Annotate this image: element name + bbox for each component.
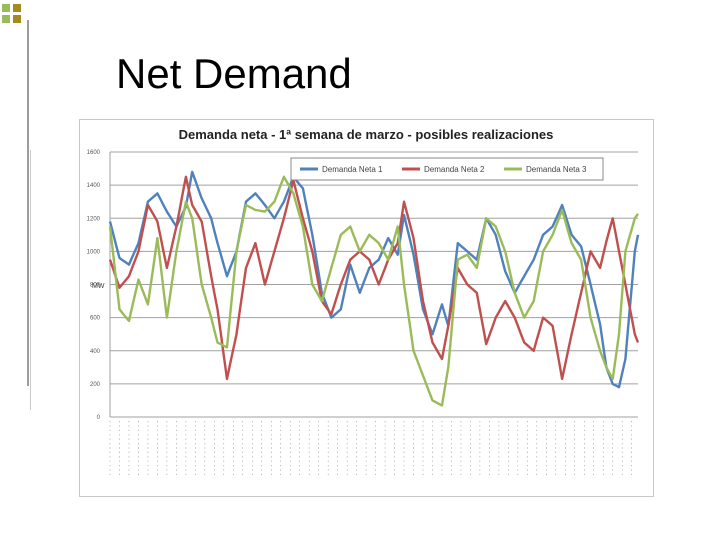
y-tick-label: 400: [90, 349, 101, 355]
x-axis-ticks: [109, 421, 632, 477]
chart-legend: Demanda Neta 1 Demanda Neta 2 Demanda Neta…: [290, 157, 604, 181]
y-axis-ticks: 0 200 400 600 800 1000 1200 1400 1600: [87, 150, 101, 421]
legend-box: [290, 157, 604, 181]
legend-label: Demanda Neta 3: [526, 165, 587, 174]
slide-title: Net Demand: [116, 50, 352, 97]
decor-vertical-line-inner: [30, 150, 31, 410]
decor-square-olive-2: [13, 15, 21, 23]
y-tick-label: 1200: [87, 216, 101, 222]
y-tick-label: 600: [90, 316, 101, 322]
y-tick-label: 1400: [87, 183, 101, 189]
y-tick-label: 1000: [87, 249, 101, 255]
decor-square-olive: [13, 4, 21, 12]
series-line-1: [108, 170, 640, 389]
y-tick-label: 800: [90, 283, 101, 289]
y-tick-label: 200: [90, 382, 101, 388]
decor-vertical-line: [27, 20, 29, 386]
series-lines: [108, 170, 640, 407]
decor-square-green: [2, 4, 10, 12]
line-chart: Demanda neta - 1ª semana de marzo - posi…: [87, 127, 640, 477]
decor-square-green-2: [2, 15, 10, 23]
y-tick-label: 0: [97, 415, 101, 421]
chart-title: Demanda neta - 1ª semana de marzo - posi…: [179, 127, 554, 142]
legend-label: Demanda Neta 1: [322, 165, 383, 174]
y-axis-label: MW: [92, 283, 105, 290]
chart-frame: Demanda neta - 1ª semana de marzo - posi…: [79, 119, 654, 497]
y-tick-label: 1600: [87, 150, 101, 156]
series-line-2: [108, 175, 640, 381]
series-line-3: [108, 175, 639, 407]
legend-label: Demanda Neta 2: [424, 165, 485, 174]
